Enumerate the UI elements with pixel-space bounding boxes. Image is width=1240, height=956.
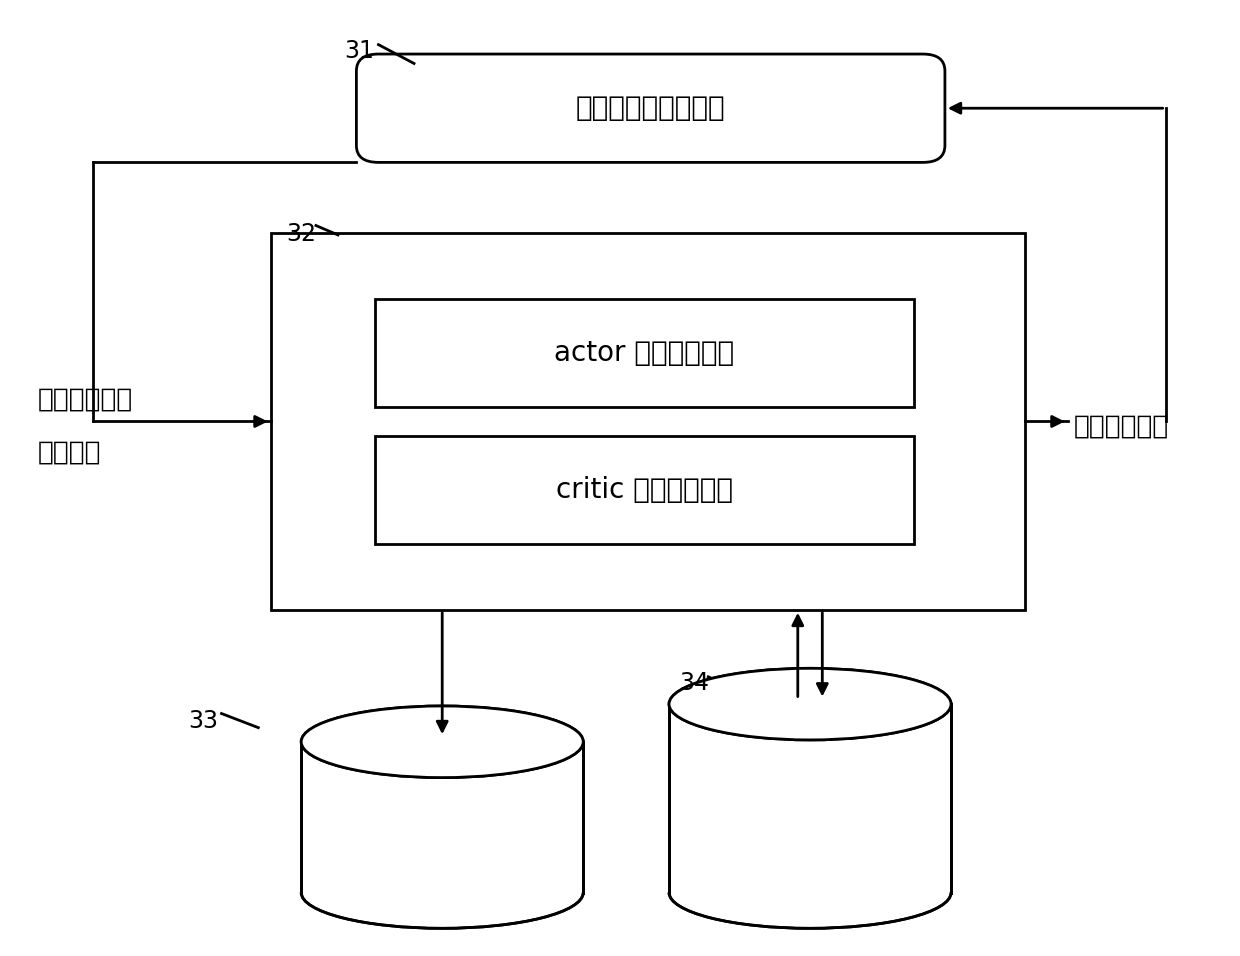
Text: 轨道状态数据: 轨道状态数据 bbox=[37, 387, 133, 413]
Text: actor 深度神经网络: actor 深度神经网络 bbox=[554, 339, 734, 367]
Bar bbox=[374, 436, 914, 544]
Text: critic 深度神经网络: critic 深度神经网络 bbox=[556, 476, 733, 504]
Text: 校正动作数据: 校正动作数据 bbox=[1074, 413, 1169, 439]
Text: 加速器系统仿真模型: 加速器系统仿真模型 bbox=[575, 95, 725, 122]
Text: 33: 33 bbox=[188, 708, 218, 733]
Ellipse shape bbox=[670, 668, 951, 740]
FancyBboxPatch shape bbox=[356, 54, 945, 163]
Polygon shape bbox=[670, 705, 951, 893]
Ellipse shape bbox=[301, 706, 583, 777]
Text: 34: 34 bbox=[678, 671, 709, 695]
Bar bbox=[270, 233, 1024, 610]
Polygon shape bbox=[301, 742, 583, 893]
Text: 奖励数据: 奖励数据 bbox=[37, 440, 102, 466]
Text: 31: 31 bbox=[345, 39, 374, 63]
Text: 32: 32 bbox=[286, 222, 316, 246]
Bar bbox=[374, 299, 914, 407]
Ellipse shape bbox=[670, 668, 951, 740]
Ellipse shape bbox=[301, 706, 583, 777]
